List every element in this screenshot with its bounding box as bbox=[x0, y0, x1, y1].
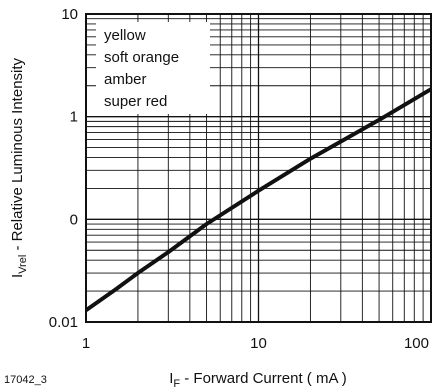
x-tick-label: 100 bbox=[404, 335, 429, 352]
plot-frame bbox=[85, 13, 432, 323]
y-tick-label: 10 bbox=[61, 6, 78, 23]
legend: yellow soft orange amber super red bbox=[96, 22, 210, 114]
y-tick-label: 0 bbox=[70, 211, 78, 228]
x-axis-label-rest: - Forward Current ( mA ) bbox=[180, 370, 347, 387]
x-tick-label: 1 bbox=[82, 335, 90, 352]
legend-entry: soft orange bbox=[104, 49, 179, 66]
series-layer bbox=[84, 87, 433, 312]
series-line-0 bbox=[84, 87, 433, 312]
x-axis-label-sub: F bbox=[173, 378, 180, 389]
y-tick-label: 1 bbox=[70, 109, 78, 126]
x-tick-label: 10 bbox=[250, 335, 267, 352]
chart-grid bbox=[86, 14, 431, 322]
y-tick-label: 0.01 bbox=[49, 314, 78, 331]
y-axis-label-sub: Vrel bbox=[17, 255, 29, 274]
y-axis-label-main: I bbox=[9, 274, 26, 278]
x-tick-labels: 1 10 100 bbox=[82, 335, 429, 352]
legend-entry: super red bbox=[104, 93, 167, 110]
y-tick-labels: 0.01 0 1 10 bbox=[49, 6, 78, 331]
y-axis-label: IVrel - Relative Luminous Intensity bbox=[9, 57, 29, 278]
x-axis-label-main: I bbox=[169, 370, 173, 387]
legend-entry: yellow bbox=[104, 27, 146, 44]
legend-box bbox=[96, 22, 210, 114]
figure-id: 17042_3 bbox=[4, 374, 47, 386]
y-axis-label-rest: - Relative Luminous Intensity bbox=[9, 57, 26, 254]
x-axis-label: IF - Forward Current ( mA ) bbox=[169, 370, 347, 389]
legend-entry: amber bbox=[104, 71, 147, 88]
